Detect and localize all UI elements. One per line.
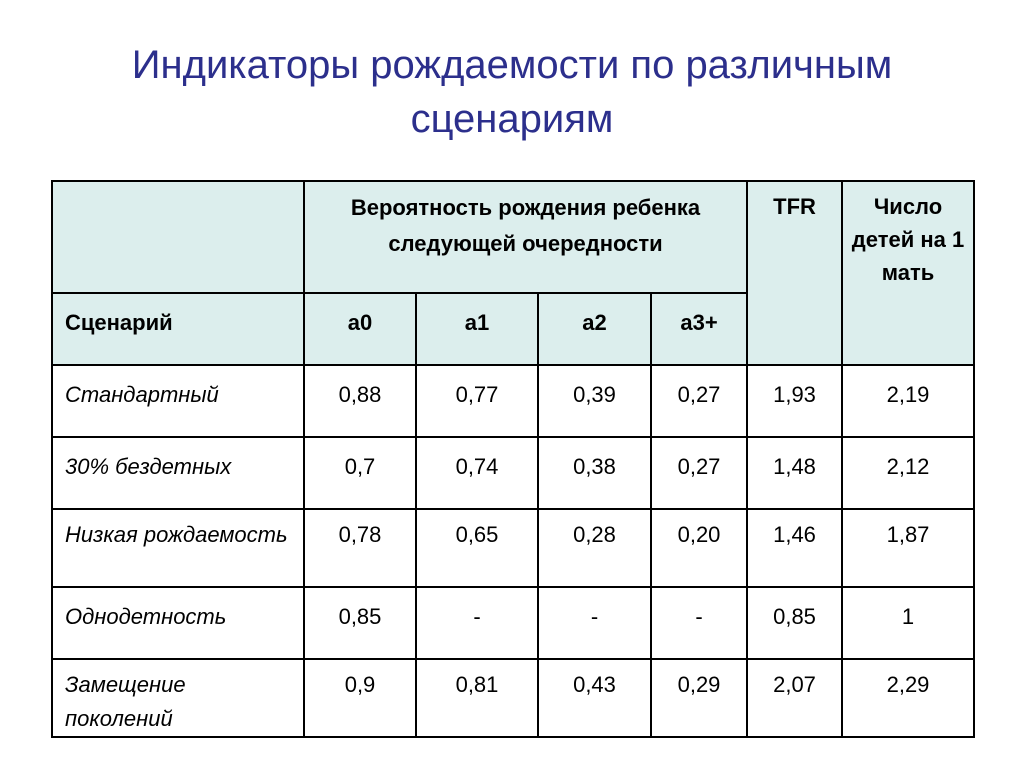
children-cell: 2,29 [841,658,976,738]
a3-cell: - [649,586,749,660]
a2-cell: - [537,586,652,660]
a0-value: 0,85 [338,604,382,629]
tfr-cell: 0,85 [746,586,844,660]
a1-value: 0,81 [455,672,499,697]
children-value: 2,12 [886,454,930,479]
a0-cell: 0,9 [303,658,417,738]
a1-cell: 0,65 [415,508,539,588]
tfr-cell: 2,07 [746,658,844,738]
a3-value: 0,20 [677,522,721,547]
a1-cell: 0,77 [415,364,539,438]
header-probability-cell: Вероятность рождения ребенка следующей о… [302,180,749,294]
a1-value: 0,77 [455,382,499,407]
slide-title-line2: сценариям [410,97,614,141]
a2-cell: 0,38 [537,436,652,510]
a3-value: 0,29 [677,672,721,697]
header-probability: Вероятность рождения ребенка следующей о… [350,195,701,256]
scenario-cell: 30% бездетных [51,436,305,510]
a0-cell: 0,78 [303,508,417,588]
slide-title: Индикаторы рождаемости по различным сцен… [40,38,984,146]
a1-cell: 0,81 [415,658,539,738]
a1-value: 0,74 [455,454,499,479]
fertility-indicators-table: Вероятность рождения ребенка следующей о… [51,180,976,738]
a3-cell: 0,29 [649,658,749,738]
scenario-name: 30% бездетных [65,454,232,479]
a2-cell: 0,43 [537,658,652,738]
children-cell: 1 [841,586,976,660]
header-a3: a3+ [680,310,718,335]
a1-cell: 0,74 [415,436,539,510]
header-scenario-cell: Сценарий [51,292,305,366]
a0-cell: 0,88 [303,364,417,438]
slide-title-line1: Индикаторы рождаемости по различным [131,43,893,87]
children-value: 2,29 [886,672,930,697]
table-row: Низкая рождаемость 0,78 0,65 0,28 0,20 1… [51,508,976,588]
header-children: Число детей на 1 мать [851,194,965,285]
header-tfr: TFR [773,194,816,219]
header-a2: a2 [582,310,607,335]
children-value: 2,19 [886,382,930,407]
scenario-cell: Стандартный [51,364,305,438]
a2-value: 0,39 [573,382,616,407]
a3-cell: 0,20 [649,508,749,588]
table-row: Замещение поколений 0,9 0,81 0,43 0,29 2… [51,658,976,738]
header-a1-cell: a1 [415,292,539,366]
scenario-cell: Низкая рождаемость [51,508,305,588]
scenario-name: Замещение поколений [65,672,186,731]
tfr-cell: 1,48 [746,436,844,510]
children-cell: 1,87 [841,508,976,588]
tfr-value: 1,93 [773,382,816,407]
tfr-value: 1,48 [773,454,816,479]
a0-value: 0,7 [344,454,376,479]
scenario-name: Низкая рождаемость [65,522,288,547]
children-cell: 2,19 [841,364,976,438]
a0-value: 0,88 [338,382,382,407]
header-scenario: Сценарий [65,310,173,335]
a2-cell: 0,39 [537,364,652,438]
table-row: Однодетность 0,85 - - - 0,85 1 [51,586,976,660]
scenario-name: Однодетность [65,604,227,629]
children-value: 1,87 [886,522,930,547]
a0-cell: 0,7 [303,436,417,510]
children-value: 1 [901,604,915,629]
a2-value: 0,43 [573,672,616,697]
a3-cell: 0,27 [649,364,749,438]
tfr-value: 0,85 [773,604,816,629]
a1-value: 0,65 [455,522,499,547]
a2-value: 0,38 [573,454,616,479]
children-cell: 2,12 [841,436,976,510]
a3-cell: 0,27 [649,436,749,510]
header-a0-cell: a0 [303,292,417,366]
a0-value: 0,78 [338,522,382,547]
scenario-cell: Однодетность [51,586,305,660]
a2-value: 0,28 [573,522,616,547]
header-a2-cell: a2 [537,292,652,366]
a1-value: - [473,604,481,629]
a0-value: 0,9 [344,672,376,697]
tfr-value: 1,46 [773,522,816,547]
a0-cell: 0,85 [303,586,417,660]
table-row: Стандартный 0,88 0,77 0,39 0,27 1,93 2,1… [51,364,976,438]
header-children-cell: Число детей на 1 мать [841,180,976,366]
header-empty-cell [51,180,305,294]
table-row: 30% бездетных 0,7 0,74 0,38 0,27 1,48 2,… [51,436,976,510]
tfr-value: 2,07 [773,672,816,697]
header-a1: a1 [464,310,490,335]
a3-value: 0,27 [677,454,721,479]
header-a3-cell: a3+ [649,292,749,366]
a2-value: - [590,604,599,629]
header-tfr-cell: TFR [746,180,844,366]
a1-cell: - [415,586,539,660]
a3-value: - [695,604,703,629]
scenario-cell: Замещение поколений [51,658,305,738]
header-a0: a0 [347,310,373,335]
a3-value: 0,27 [677,382,721,407]
scenario-name: Стандартный [65,382,219,407]
tfr-cell: 1,93 [746,364,844,438]
a2-cell: 0,28 [537,508,652,588]
tfr-cell: 1,46 [746,508,844,588]
